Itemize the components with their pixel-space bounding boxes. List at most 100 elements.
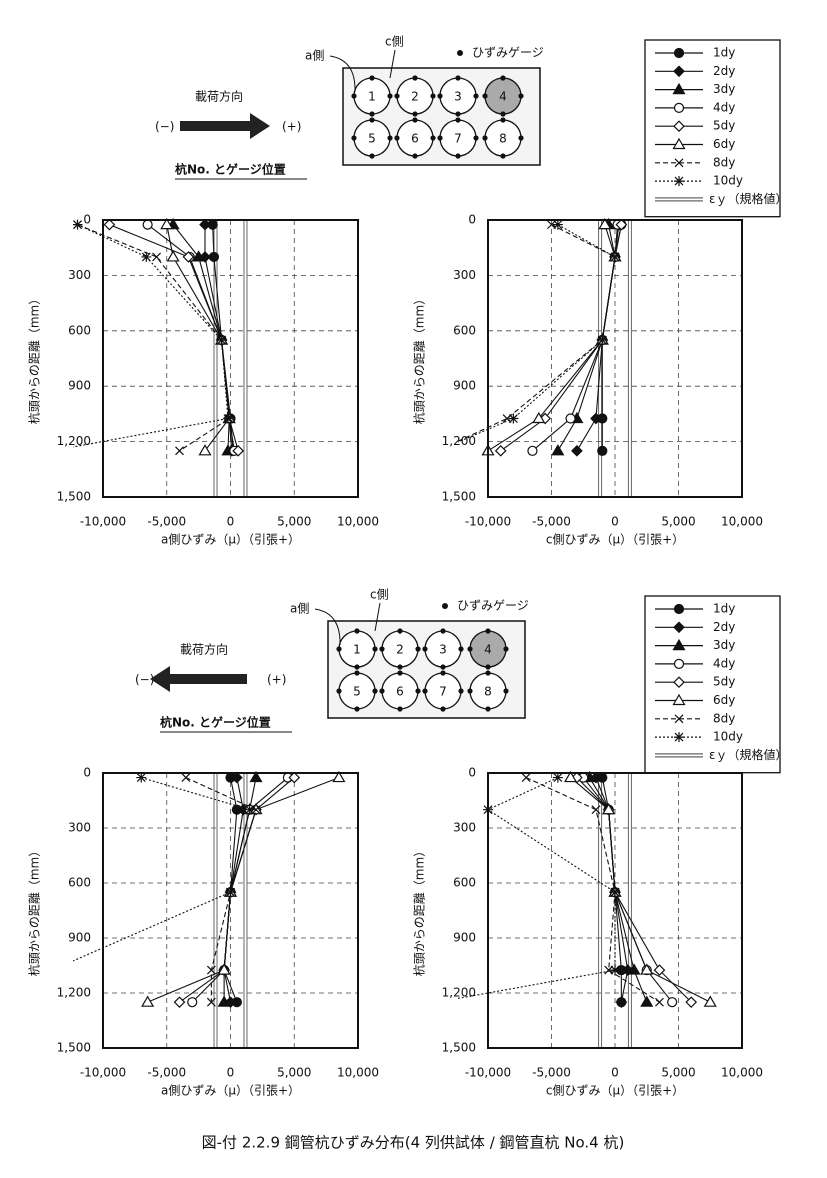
series-layer bbox=[47, 217, 244, 457]
gauge-dot bbox=[351, 93, 357, 99]
marker bbox=[655, 997, 664, 1007]
diagram-title: 杭No. とゲージ位置 bbox=[160, 715, 271, 730]
y-tick-label: 300 bbox=[68, 268, 91, 282]
marker bbox=[192, 250, 206, 262]
gauge-dot bbox=[336, 688, 342, 694]
gauge-dot bbox=[351, 135, 357, 141]
chart: -10,000 -5,000 0 5,000 10,000 0 300 600 900 1,200… bbox=[412, 766, 764, 1098]
legend-label: 10dy bbox=[713, 174, 743, 188]
y-tick-label: 1,500 bbox=[57, 1041, 91, 1055]
x-tick-label: -5,000 bbox=[147, 515, 186, 529]
legend-label: 3dy bbox=[713, 82, 735, 96]
marker bbox=[182, 251, 195, 263]
gauge-dot bbox=[458, 688, 464, 694]
marker bbox=[640, 995, 654, 1007]
plot-border bbox=[102, 219, 359, 498]
marker bbox=[610, 887, 620, 898]
gauge-dot bbox=[467, 646, 473, 652]
marker bbox=[217, 995, 231, 1007]
legend-label: 10dy bbox=[713, 730, 743, 744]
marker bbox=[251, 805, 261, 815]
y-tick-label: 300 bbox=[68, 821, 91, 835]
plus-label: (+) bbox=[267, 673, 286, 687]
marker bbox=[674, 732, 684, 743]
legend-label: 2dy bbox=[713, 64, 735, 78]
series-layer bbox=[458, 770, 717, 1009]
legend-label: 8dy bbox=[713, 155, 735, 169]
marker bbox=[674, 714, 684, 724]
marker bbox=[103, 218, 116, 231]
marker bbox=[685, 996, 698, 1009]
pile-number: 1 bbox=[368, 90, 376, 104]
gauge-legend-dot bbox=[457, 50, 463, 56]
x-tick-label: 5,000 bbox=[661, 515, 695, 529]
x-tick-label: 10,000 bbox=[337, 1066, 379, 1080]
pile-number: 3 bbox=[439, 643, 447, 657]
gauge-label: ひずみゲージ bbox=[457, 599, 529, 613]
x-axis-label: a側ひずみ（μ）（引張+） bbox=[161, 1084, 300, 1098]
y-tick-label: 900 bbox=[453, 931, 476, 945]
marker bbox=[673, 658, 685, 670]
y-tick-label: 600 bbox=[68, 323, 91, 337]
pile-number: 8 bbox=[499, 132, 507, 146]
pile-number: 1 bbox=[353, 643, 361, 657]
marker bbox=[547, 220, 556, 230]
marker bbox=[47, 965, 57, 975]
gauge-dot bbox=[500, 111, 506, 117]
gauge-dot bbox=[397, 706, 403, 712]
pile-number: 2 bbox=[411, 90, 419, 104]
marker bbox=[615, 218, 628, 231]
marker bbox=[673, 676, 685, 689]
caption: 図-付 2.2.9 鋼管杭ひずみ分布(4 列供試体 / 鋼管直杭 No.4 杭) bbox=[202, 1134, 625, 1152]
marker bbox=[141, 995, 155, 1007]
legend-label: 4dy bbox=[713, 100, 735, 114]
marker bbox=[244, 804, 255, 815]
series-layer bbox=[47, 770, 346, 1009]
gauge-dot bbox=[354, 664, 360, 670]
a-side-label: a側 bbox=[290, 602, 309, 616]
gauge-label: ひずみゲージ bbox=[472, 46, 544, 60]
marker bbox=[47, 446, 57, 456]
marker bbox=[615, 996, 628, 1009]
x-tick-label: -10,000 bbox=[465, 1066, 511, 1080]
gauge-dot bbox=[422, 646, 428, 652]
marker bbox=[181, 773, 191, 783]
pile-number: 8 bbox=[484, 685, 492, 699]
gauge-dot bbox=[440, 670, 446, 676]
legend-label: 5dy bbox=[713, 119, 735, 133]
gauge-dot bbox=[485, 706, 491, 712]
gauge-dot bbox=[503, 688, 509, 694]
gauge-dot bbox=[503, 646, 509, 652]
gauge-dot bbox=[437, 135, 443, 141]
y-tick-label: 900 bbox=[453, 379, 476, 393]
y-tick-label: 300 bbox=[453, 821, 476, 835]
marker bbox=[216, 335, 227, 346]
marker bbox=[222, 413, 233, 424]
gauge-dot bbox=[372, 688, 378, 694]
load-direction: 載荷方向 bbox=[195, 89, 243, 104]
gauge-dot bbox=[397, 664, 403, 670]
y-tick-label: 1,200 bbox=[442, 986, 476, 1000]
gauge-dot bbox=[412, 153, 418, 159]
gauge-dot bbox=[500, 117, 506, 123]
diagram-title: 杭No. とゲージ位置 bbox=[175, 162, 286, 177]
x-tick-label: -10,000 bbox=[80, 515, 126, 529]
marker bbox=[206, 997, 216, 1007]
marker bbox=[672, 638, 686, 651]
x-axis-label: a側ひずみ（μ）（引張+） bbox=[161, 533, 300, 547]
marker bbox=[604, 965, 614, 975]
x-tick-label: 10,000 bbox=[721, 1066, 763, 1080]
gauge-dot bbox=[415, 688, 421, 694]
gauge-dot bbox=[485, 670, 491, 676]
marker bbox=[206, 965, 216, 975]
marker bbox=[527, 445, 538, 456]
legend-label: εｙ（規格値） bbox=[709, 191, 788, 206]
y-tick-label: 1,500 bbox=[442, 1041, 476, 1055]
gauge-dot bbox=[440, 664, 446, 670]
gauge-dot bbox=[369, 75, 375, 81]
y-tick-label: 1,200 bbox=[57, 986, 91, 1000]
y-axis-label: 杭頭からの距離（mm） bbox=[27, 293, 42, 424]
y-tick-label: 600 bbox=[453, 876, 476, 890]
marker bbox=[551, 444, 565, 456]
gauge-dot bbox=[379, 646, 385, 652]
